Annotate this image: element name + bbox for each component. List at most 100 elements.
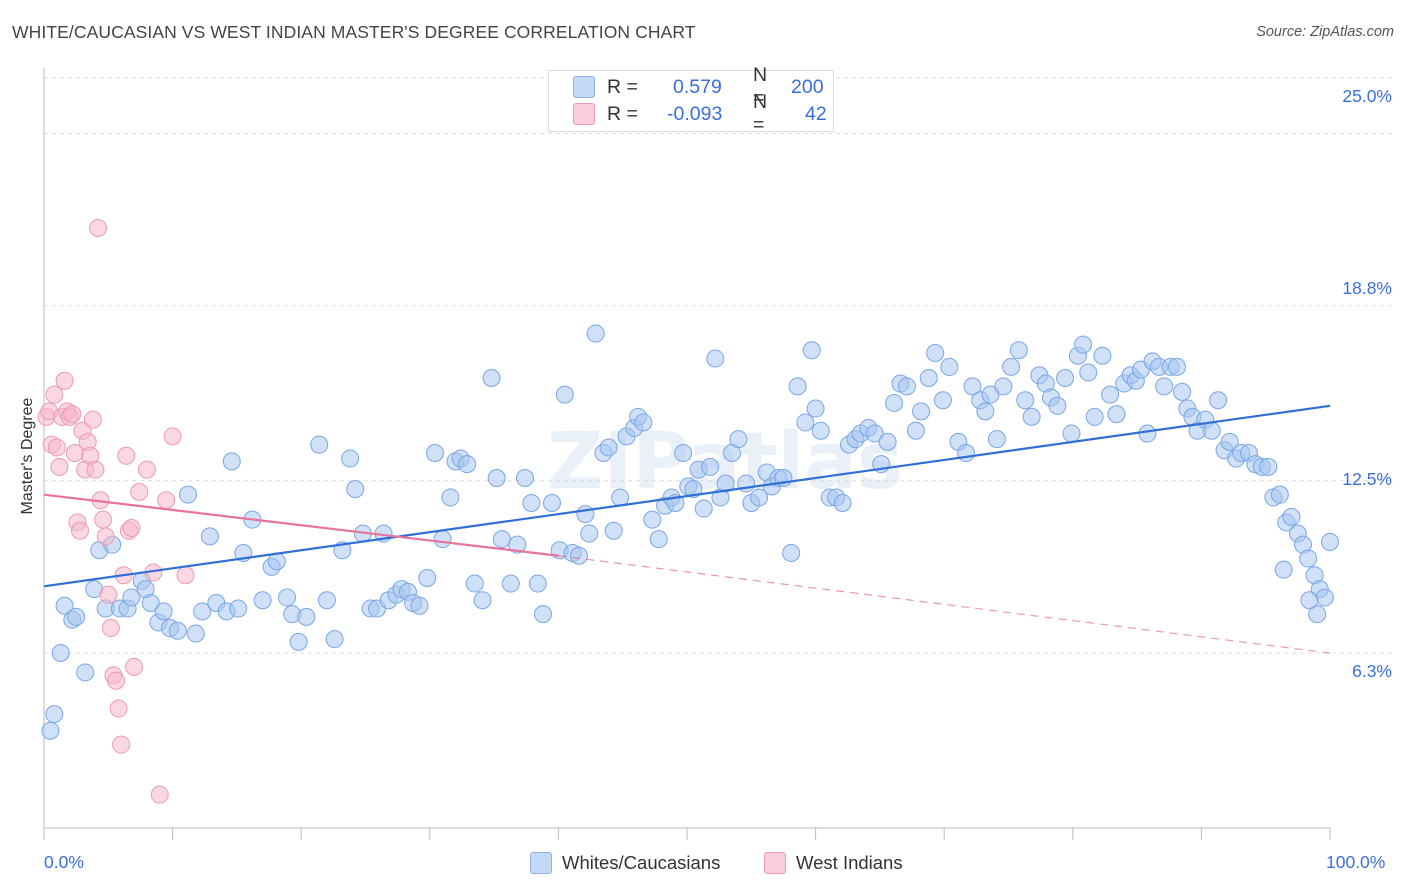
west-indians-point: [71, 521, 90, 540]
whites-point: [433, 530, 452, 549]
whites-point: [811, 421, 830, 440]
whites-point: [994, 377, 1013, 396]
west-indians-point: [63, 405, 82, 424]
legend-r-label: R =: [607, 75, 638, 98]
west-indians-point: [86, 460, 105, 479]
whites-point: [1016, 391, 1035, 410]
whites-point: [701, 457, 720, 476]
whites-point: [906, 421, 925, 440]
whites-point: [425, 444, 444, 462]
west-indians-point: [130, 482, 149, 501]
whites-point: [1308, 605, 1327, 624]
whites-point: [154, 602, 173, 621]
whites-point: [580, 524, 599, 543]
whites-point: [1155, 377, 1174, 396]
whites-point: [865, 424, 884, 443]
west-indians-trend-line: [43, 493, 559, 557]
whites-point: [193, 602, 212, 621]
west-indians-point: [47, 438, 66, 457]
legend-n-value: 42: [805, 102, 827, 125]
whites-point: [508, 535, 527, 554]
whites-point: [555, 385, 574, 404]
west-indians-point: [89, 219, 108, 237]
whites-point: [694, 499, 713, 518]
whites-point: [1209, 391, 1228, 410]
whites-point: [310, 435, 329, 454]
whites-point: [179, 485, 198, 504]
whites-point: [418, 569, 437, 587]
whites-point: [897, 377, 916, 396]
west-indians-point: [109, 699, 128, 718]
x-tick-label: 100.0%: [1326, 852, 1386, 872]
west-indians-point: [122, 519, 141, 537]
whites-point: [141, 594, 160, 612]
whites-point: [649, 530, 668, 549]
legend-n-label: N =: [753, 91, 768, 136]
whites-point: [1079, 363, 1098, 382]
west-indians-point: [137, 460, 156, 479]
legend-n-value: 200: [791, 75, 824, 98]
whites-point: [1315, 588, 1334, 607]
whites-point: [1085, 407, 1104, 426]
whites-point: [487, 469, 506, 487]
whites-point: [1321, 532, 1339, 551]
legend-swatch-pink: [573, 103, 595, 125]
west-indians-points: [37, 219, 195, 804]
whites-point: [1009, 341, 1028, 360]
west-indians-point: [94, 510, 113, 529]
whites-point: [542, 494, 561, 512]
chart-title: WHITE/CAUCASIAN VS WEST INDIAN MASTER'S …: [12, 22, 696, 42]
whites-point: [482, 369, 501, 387]
whites-point: [410, 596, 429, 615]
whites-point: [926, 344, 945, 362]
west-indians-point: [107, 671, 126, 690]
whites-point: [1173, 382, 1192, 401]
whites-point: [878, 432, 897, 451]
whites-point: [729, 430, 748, 449]
whites-point: [515, 469, 534, 487]
whites-point: [599, 438, 618, 457]
whites-point: [684, 480, 703, 499]
source-label: Source: ZipAtlas.com: [1256, 24, 1394, 40]
whites-point: [940, 357, 959, 376]
y-tick-label: 12.5%: [1342, 469, 1392, 489]
legend-r-value: 0.579: [673, 75, 722, 98]
y-tick-label: 25.0%: [1342, 86, 1392, 106]
whites-point: [1202, 421, 1221, 440]
west-indians-point: [163, 427, 182, 446]
west-indians-point: [83, 410, 102, 429]
whites-point: [706, 349, 725, 368]
whites-point: [576, 505, 595, 524]
whites-point: [963, 377, 982, 396]
whites-point: [1062, 424, 1081, 443]
whites-point: [297, 607, 316, 626]
legend-n-label: N =: [753, 64, 768, 109]
whites-point: [289, 632, 308, 651]
west-indians-trend-extension: [558, 555, 1331, 654]
whites-trend-line: [43, 404, 1331, 588]
whites-point: [611, 488, 630, 507]
whites-point: [253, 591, 272, 610]
whites-point: [522, 494, 541, 512]
trend-lines: [43, 404, 1331, 654]
whites-point: [1048, 396, 1067, 415]
west-indians-point: [50, 457, 69, 476]
whites-point: [222, 452, 241, 471]
whites-point: [458, 455, 477, 474]
legend-item-west-indians: West Indians: [764, 852, 903, 874]
legend-label-west-indians: West Indians: [796, 852, 903, 873]
whites-point: [643, 510, 662, 529]
whites-point: [51, 644, 70, 662]
whites-point: [45, 705, 64, 724]
west-indians-point: [150, 785, 169, 804]
whites-point: [186, 624, 205, 643]
whites-point: [533, 605, 552, 624]
legend-item-whites: Whites/Caucasians: [530, 852, 720, 874]
whites-point: [933, 391, 952, 410]
whites-point: [981, 385, 1000, 404]
west-indians-point: [112, 735, 131, 754]
whites-point: [919, 369, 938, 387]
west-indians-point: [101, 619, 120, 637]
west-indians-point: [125, 657, 144, 676]
